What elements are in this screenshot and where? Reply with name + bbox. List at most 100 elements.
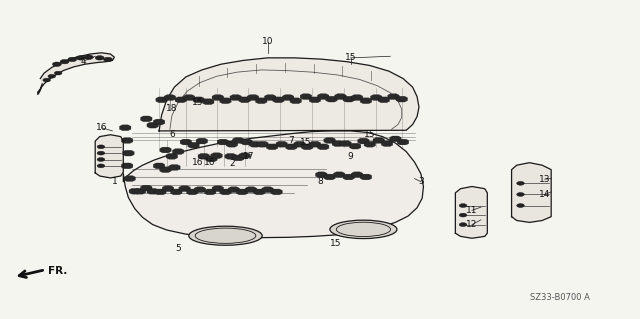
Polygon shape [159, 58, 419, 131]
Polygon shape [202, 99, 214, 105]
Polygon shape [194, 187, 205, 193]
Text: 2: 2 [229, 159, 235, 168]
Polygon shape [309, 141, 321, 147]
Text: 1: 1 [111, 177, 117, 186]
Polygon shape [273, 97, 284, 103]
Polygon shape [141, 116, 152, 122]
Polygon shape [154, 119, 165, 125]
Polygon shape [196, 138, 207, 144]
Polygon shape [349, 143, 361, 149]
Polygon shape [183, 95, 195, 100]
Polygon shape [360, 174, 372, 180]
Polygon shape [147, 122, 159, 128]
Circle shape [54, 71, 62, 75]
Text: 5: 5 [175, 244, 181, 253]
Polygon shape [317, 94, 329, 100]
Polygon shape [173, 149, 184, 154]
Polygon shape [171, 189, 182, 195]
Circle shape [516, 182, 524, 185]
Text: 12: 12 [467, 220, 477, 229]
Polygon shape [271, 189, 282, 195]
Polygon shape [343, 96, 355, 102]
Circle shape [97, 158, 105, 161]
Circle shape [460, 213, 467, 217]
Polygon shape [324, 174, 335, 180]
Polygon shape [155, 189, 166, 195]
Circle shape [516, 193, 524, 196]
Polygon shape [343, 174, 355, 180]
Circle shape [104, 57, 113, 62]
Polygon shape [285, 144, 297, 150]
Polygon shape [211, 153, 222, 159]
Polygon shape [264, 95, 276, 100]
Polygon shape [220, 98, 231, 104]
Polygon shape [351, 95, 363, 100]
Polygon shape [198, 153, 209, 159]
Polygon shape [397, 139, 409, 145]
Polygon shape [456, 187, 487, 238]
Polygon shape [186, 189, 198, 195]
Polygon shape [257, 141, 268, 147]
Polygon shape [212, 186, 223, 192]
Text: 7: 7 [289, 136, 294, 145]
Text: 16: 16 [204, 158, 216, 167]
Polygon shape [180, 139, 191, 145]
Text: 15: 15 [191, 98, 203, 107]
Polygon shape [276, 141, 287, 147]
Polygon shape [364, 141, 376, 147]
Polygon shape [351, 172, 363, 178]
Circle shape [52, 62, 61, 66]
Polygon shape [166, 153, 177, 159]
Polygon shape [396, 96, 408, 102]
Polygon shape [164, 95, 175, 100]
Polygon shape [225, 153, 236, 159]
Polygon shape [332, 141, 344, 146]
Polygon shape [147, 189, 159, 194]
Text: SZ33-B0700 A: SZ33-B0700 A [529, 293, 589, 302]
Polygon shape [309, 97, 321, 103]
Text: 8: 8 [317, 177, 323, 186]
Circle shape [97, 151, 105, 155]
Polygon shape [232, 137, 244, 143]
Polygon shape [122, 137, 133, 143]
Polygon shape [179, 186, 190, 192]
Polygon shape [253, 189, 265, 195]
Polygon shape [249, 141, 260, 147]
Polygon shape [340, 141, 351, 146]
Polygon shape [294, 141, 305, 147]
Polygon shape [95, 135, 124, 178]
Polygon shape [326, 96, 337, 102]
Circle shape [60, 59, 69, 64]
Polygon shape [333, 172, 345, 178]
Polygon shape [390, 136, 401, 142]
Text: 6: 6 [169, 130, 175, 138]
Circle shape [97, 145, 105, 149]
Polygon shape [122, 163, 133, 169]
Text: FR.: FR. [48, 266, 67, 276]
Polygon shape [378, 97, 390, 103]
Text: 17: 17 [243, 152, 254, 161]
Polygon shape [141, 185, 152, 191]
Text: 11: 11 [466, 206, 477, 215]
Polygon shape [193, 97, 204, 103]
Text: 14: 14 [539, 190, 550, 199]
Polygon shape [232, 155, 244, 161]
Circle shape [516, 204, 524, 207]
Polygon shape [239, 97, 250, 103]
Polygon shape [373, 137, 385, 143]
Text: 9: 9 [348, 152, 353, 161]
Polygon shape [120, 125, 131, 130]
Circle shape [95, 56, 104, 60]
Polygon shape [511, 163, 551, 222]
Circle shape [97, 164, 105, 168]
Text: 13: 13 [539, 175, 550, 184]
Polygon shape [188, 142, 199, 148]
Text: 4: 4 [81, 56, 86, 65]
Ellipse shape [330, 220, 397, 239]
Polygon shape [371, 95, 382, 100]
Polygon shape [282, 95, 294, 100]
Circle shape [84, 55, 93, 59]
Circle shape [460, 223, 467, 226]
Polygon shape [388, 94, 399, 100]
Text: 16: 16 [191, 158, 203, 167]
